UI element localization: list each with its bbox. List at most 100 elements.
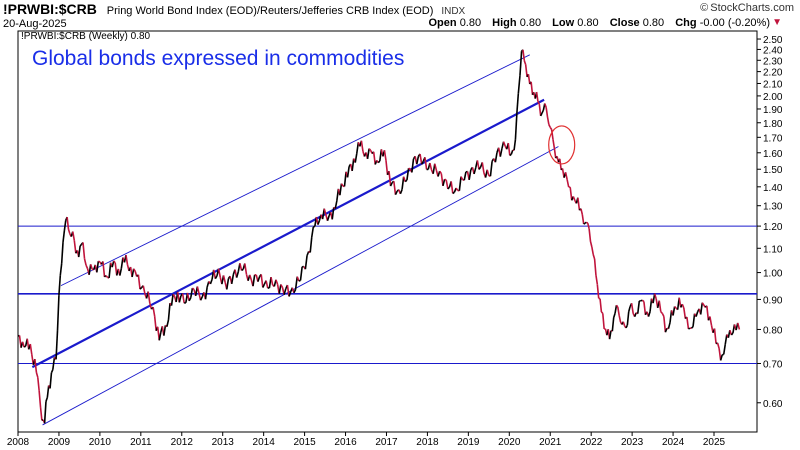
price-bar (548, 124, 551, 128)
price-bar (589, 241, 593, 248)
price-bar (424, 157, 428, 170)
price-bar (199, 296, 203, 301)
price-bar (46, 385, 50, 398)
price-bar (186, 292, 190, 301)
price-bar (566, 179, 570, 188)
x-tick-label: 2012 (171, 437, 194, 448)
price-bar (596, 284, 600, 299)
price-bar (340, 183, 344, 187)
x-tick-label: 2014 (253, 437, 276, 448)
price-bar (622, 321, 626, 327)
price-bar (439, 170, 443, 175)
price-bar (56, 295, 60, 331)
price-bar (163, 325, 167, 336)
price-bar (481, 162, 485, 174)
down-arrow-icon: ▼ (772, 17, 782, 28)
price-bar (643, 301, 647, 315)
symbol-description: Pring World Bond Index (EOD)/Reuters/Jef… (106, 5, 434, 17)
price-bar (73, 240, 77, 254)
price-bar (695, 311, 699, 317)
price-bar (584, 221, 587, 224)
price-bar (55, 330, 59, 360)
open-label: Open (428, 17, 457, 29)
price-bar (389, 182, 393, 187)
price-bar (549, 126, 553, 130)
price-bar (288, 291, 292, 297)
price-bar (473, 167, 477, 175)
price-bar (108, 262, 112, 279)
copyright-icon: © (700, 2, 709, 14)
price-bar (494, 152, 498, 163)
price-bar (591, 246, 595, 255)
price-bar (356, 142, 360, 154)
y-tick-label: 1.10 (763, 244, 783, 255)
price-bar (149, 303, 153, 310)
price-bar (181, 293, 186, 304)
price-bar (719, 354, 723, 361)
price-bar (283, 288, 287, 295)
price-bar (293, 289, 297, 294)
price-bar (486, 169, 490, 176)
price-bar (77, 245, 81, 258)
price-bar (252, 274, 256, 287)
price-bar (43, 401, 47, 424)
price-bar (388, 171, 392, 187)
x-tick-label: 2022 (580, 437, 603, 448)
y-tick-label: 2.30 (763, 56, 783, 67)
price-bar (275, 279, 279, 285)
price-bar (239, 263, 243, 271)
price-bar (62, 230, 66, 243)
price-bar (658, 300, 662, 312)
price-bar (111, 260, 115, 268)
price-bar (339, 183, 343, 196)
price-bar (343, 171, 347, 187)
x-tick-label: 2013 (212, 437, 235, 448)
price-bar (577, 197, 581, 211)
price-bar (158, 332, 162, 341)
price-bar (354, 153, 358, 163)
chg-value: -0.00 (-0.20%) (699, 17, 770, 29)
price-bar (701, 302, 705, 306)
x-tick-label: 2024 (662, 437, 685, 448)
price-bar (96, 261, 100, 273)
price-bar (152, 307, 156, 317)
price-bar (326, 215, 330, 222)
price-bar (36, 377, 40, 391)
price-bar (517, 75, 521, 94)
price-bar (45, 397, 49, 402)
x-tick-label: 2010 (89, 437, 112, 448)
price-bar (401, 176, 405, 190)
price-bar (502, 141, 506, 147)
price-bar (678, 297, 682, 308)
price-bar (507, 142, 511, 156)
price-bar (458, 176, 462, 191)
price-bar (98, 260, 101, 263)
price-bar (420, 160, 425, 165)
price-bar (463, 171, 467, 181)
price-bar (447, 186, 451, 190)
price-bar (167, 303, 171, 321)
price-bar (601, 313, 605, 329)
price-bar (142, 285, 146, 295)
price-bar (262, 283, 266, 288)
close-label: Close (609, 17, 640, 29)
open-value: 0.80 (459, 17, 482, 29)
price-bar (514, 113, 518, 140)
price-bar (581, 214, 585, 225)
price-bar (527, 74, 531, 85)
chart-header: !PRWBI:$CRB Pring World Bond Index (EOD)… (0, 0, 800, 36)
price-bar (546, 116, 550, 125)
price-bar (204, 287, 208, 300)
price-bar (647, 311, 651, 317)
trend-channel-lower (42, 146, 559, 426)
y-tick-label: 2.00 (763, 92, 783, 103)
price-bar (49, 372, 53, 389)
price-bar (429, 162, 433, 171)
price-bar (310, 226, 315, 238)
x-tick-label: 2019 (457, 437, 480, 448)
y-tick-label: 0.70 (763, 359, 783, 370)
price-bar (34, 359, 38, 373)
price-bar (706, 305, 710, 321)
y-tick-label: 1.90 (763, 105, 783, 116)
